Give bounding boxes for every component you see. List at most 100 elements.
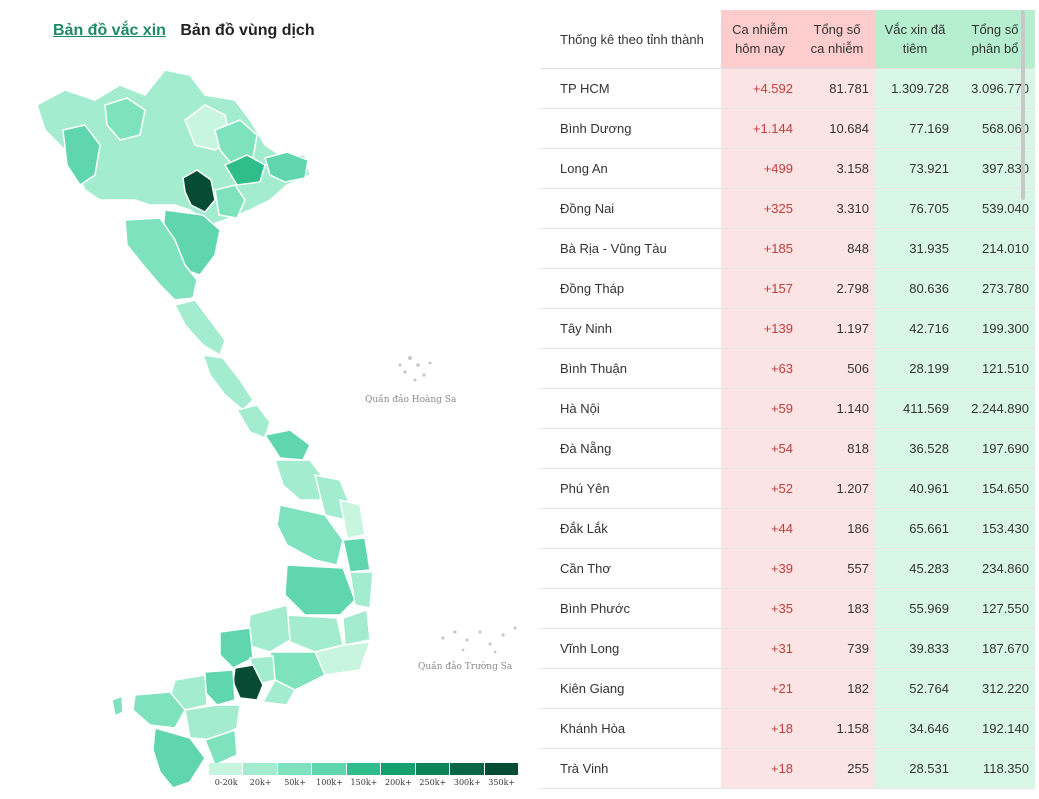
- table-row[interactable]: Đắk Lắk +44 186 65.661 153.430: [540, 508, 1035, 549]
- cell-new-cases: +21: [721, 668, 799, 709]
- map-region-ha-noi[interactable]: [182, 169, 216, 213]
- cell-vaccinated: 55.969: [875, 588, 955, 629]
- header-province[interactable]: Thống kê theo tỉnh thành: [540, 10, 721, 69]
- map-region-nghe-an[interactable]: [124, 217, 198, 301]
- cell-new-cases: +18: [721, 748, 799, 789]
- map-region-phu-yen[interactable]: [342, 537, 371, 573]
- tab-epidemic-map[interactable]: Bản đồ vùng dịch: [180, 22, 315, 39]
- vietnam-vaccine-map: [36, 69, 517, 789]
- cell-distributed: 214.010: [955, 228, 1035, 269]
- table-row[interactable]: Đà Nẵng +54 818 36.528 197.690: [540, 428, 1035, 469]
- cell-distributed: 312.220: [955, 668, 1035, 709]
- cell-total-cases: 182: [799, 668, 875, 709]
- table-scrollbar[interactable]: [1021, 10, 1025, 200]
- map-region-ba-ria-vung-tau[interactable]: [261, 679, 297, 706]
- cell-vaccinated: 31.935: [875, 228, 955, 269]
- cell-new-cases: +63: [721, 348, 799, 389]
- table-row[interactable]: Đồng Tháp +157 2.798 80.636 273.780: [540, 268, 1035, 309]
- cell-vaccinated: 45.283: [875, 548, 955, 589]
- label-hoang-sa: Quần đảo Hoàng Sa: [365, 395, 457, 405]
- map-region-tay-ninh[interactable]: [219, 627, 254, 669]
- map-region-khanh-hoa[interactable]: [349, 571, 374, 609]
- map-region-long-an[interactable]: [202, 669, 236, 706]
- cell-distributed: 127.550: [955, 588, 1035, 629]
- map-region-quang-binh[interactable]: [201, 354, 254, 412]
- table-row[interactable]: Bình Thuận +63 506 28.199 121.510: [540, 348, 1035, 389]
- map-region-binh-phuoc[interactable]: [246, 604, 291, 653]
- cell-province: TP HCM: [540, 68, 721, 109]
- table-row[interactable]: Khánh Hòa +18 1.158 34.646 192.140: [540, 708, 1035, 749]
- cell-distributed: 2.244.890: [955, 388, 1035, 429]
- map-region-da-nang[interactable]: [263, 429, 311, 461]
- table-row[interactable]: Đồng Nai +325 3.310 76.705 539.040: [540, 188, 1035, 229]
- map-region-northwest-west[interactable]: [62, 124, 101, 187]
- map-region-northwest-mid[interactable]: [104, 97, 146, 141]
- header-new-cases[interactable]: Ca nhiễm hôm nay: [721, 10, 799, 69]
- province-stats-table: Thống kê theo tỉnh thành Ca nhiễm hôm na…: [540, 10, 1035, 789]
- table-row[interactable]: TP HCM +4.592 81.781 1.309.728 3.096.770: [540, 68, 1035, 109]
- map-region-ca-mau[interactable]: [204, 728, 238, 767]
- cell-new-cases: +44: [721, 508, 799, 549]
- table-row[interactable]: Trà Vinh +18 255 28.531 118.350: [540, 748, 1035, 789]
- table-row[interactable]: Kiên Giang +21 182 52.764 312.220: [540, 668, 1035, 709]
- hoang-sa-islands-icon: [398, 356, 432, 382]
- cell-total-cases: 183: [799, 588, 875, 629]
- cell-distributed: 197.690: [955, 428, 1035, 469]
- legend-swatch: [209, 763, 243, 775]
- legend-swatches: [209, 763, 519, 775]
- cell-new-cases: +31: [721, 628, 799, 669]
- map-region-ha-tinh[interactable]: [173, 299, 226, 357]
- map-region-lam-dong[interactable]: [284, 614, 344, 653]
- table-row[interactable]: Vĩnh Long +31 739 39.833 187.670: [540, 628, 1035, 669]
- cell-new-cases: +39: [721, 548, 799, 589]
- table-row[interactable]: Bình Phước +35 183 55.969 127.550: [540, 588, 1035, 629]
- tab-vaccine-map[interactable]: Bản đồ vắc xin: [53, 22, 166, 39]
- cell-distributed: 118.350: [955, 748, 1035, 789]
- cell-total-cases: 1.197: [799, 308, 875, 349]
- table-row[interactable]: Phú Yên +52 1.207 40.961 154.650: [540, 468, 1035, 509]
- cell-total-cases: 3.310: [799, 188, 875, 229]
- cell-distributed: 154.650: [955, 468, 1035, 509]
- cell-province: Vĩnh Long: [540, 628, 721, 669]
- map-region-binh-dinh[interactable]: [339, 498, 366, 539]
- cell-province: Long An: [540, 148, 721, 189]
- cell-distributed: 153.430: [955, 508, 1035, 549]
- header-vaccinated[interactable]: Vắc xin đã tiêm: [875, 10, 955, 69]
- table-row[interactable]: Tây Ninh +139 1.197 42.716 199.300: [540, 308, 1035, 349]
- map-region-mekong-south[interactable]: [152, 727, 206, 789]
- map-region-dak-lak[interactable]: [284, 564, 356, 616]
- map-region-quang-nam[interactable]: [273, 459, 326, 501]
- cell-total-cases: 255: [799, 748, 875, 789]
- map-region-quang-tri[interactable]: [235, 404, 271, 439]
- table-row[interactable]: Long An +499 3.158 73.921 397.830: [540, 148, 1035, 189]
- map-region-quang-ninh[interactable]: [264, 151, 309, 183]
- map-region-red-river[interactable]: [214, 184, 246, 219]
- table-row[interactable]: Bình Dương +1.144 10.684 77.169 568.060: [540, 108, 1035, 149]
- map-region-ninh-thuan[interactable]: [342, 608, 371, 646]
- cell-province: Bà Rịa - Vũng Tàu: [540, 228, 721, 269]
- table-row[interactable]: Cần Thơ +39 557 45.283 234.860: [540, 548, 1035, 589]
- cell-vaccinated: 76.705: [875, 188, 955, 229]
- cell-new-cases: +499: [721, 148, 799, 189]
- cell-province: Kiên Giang: [540, 668, 721, 709]
- map-region-mekong-west[interactable]: [132, 691, 186, 729]
- table-row[interactable]: Hà Nội +59 1.140 411.569 2.244.890: [540, 388, 1035, 429]
- cell-province: Khánh Hòa: [540, 708, 721, 749]
- table-row[interactable]: Bà Rịa - Vũng Tàu +185 848 31.935 214.010: [540, 228, 1035, 269]
- cell-total-cases: 81.781: [799, 68, 875, 109]
- cell-distributed: 192.140: [955, 708, 1035, 749]
- cell-province: Bình Thuận: [540, 348, 721, 389]
- cell-province: Hà Nội: [540, 388, 721, 429]
- cell-new-cases: +35: [721, 588, 799, 629]
- cell-new-cases: +1.144: [721, 108, 799, 149]
- map-region-kon-tum-gia-lai[interactable]: [276, 504, 344, 566]
- cell-province: Đồng Tháp: [540, 268, 721, 309]
- cell-vaccinated: 28.199: [875, 348, 955, 389]
- map-region-hai-phong[interactable]: [223, 154, 266, 186]
- cell-province: Đồng Nai: [540, 188, 721, 229]
- map-region-phu-quoc[interactable]: [111, 694, 124, 718]
- header-total-cases[interactable]: Tổng số ca nhiễm: [799, 10, 875, 69]
- legend-label: 50k+: [284, 778, 306, 787]
- cell-vaccinated: 42.716: [875, 308, 955, 349]
- cell-new-cases: +59: [721, 388, 799, 429]
